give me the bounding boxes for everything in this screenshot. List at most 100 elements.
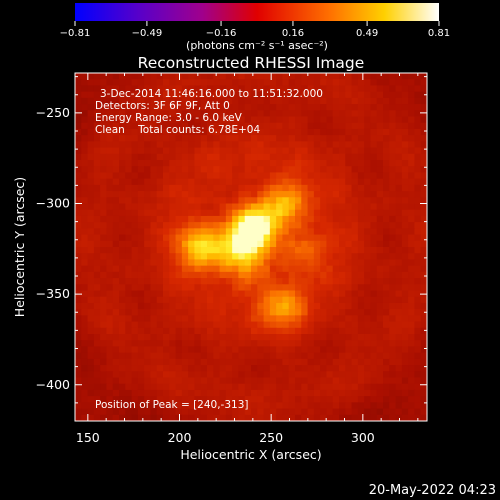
heatmap-cell — [100, 215, 108, 223]
heatmap-cell — [257, 172, 265, 180]
heatmap-cell — [395, 122, 403, 130]
heatmap-cell — [169, 160, 177, 167]
heatmap-cell — [163, 172, 170, 180]
heatmap-cell — [370, 73, 378, 80]
heatmap-cell — [420, 321, 427, 329]
heatmap-cell — [194, 284, 202, 292]
heatmap-cell — [420, 215, 427, 223]
heatmap-cell — [200, 135, 208, 142]
heatmap-cell — [320, 91, 328, 99]
heatmap-cell — [125, 73, 133, 80]
heatmap-cell — [119, 334, 126, 341]
heatmap-cell — [326, 97, 334, 105]
heatmap-cell — [232, 352, 240, 360]
heatmap-cell — [188, 253, 196, 261]
heatmap-cell — [219, 253, 227, 261]
heatmap-cell — [401, 160, 409, 167]
heatmap-cell — [370, 178, 378, 186]
heatmap-cell — [163, 309, 170, 316]
heatmap-cell — [181, 153, 189, 161]
heatmap-cell — [175, 383, 183, 391]
heatmap-cell — [351, 302, 359, 310]
heatmap-cell — [137, 240, 145, 248]
heatmap-cell — [345, 110, 353, 118]
heatmap-cell — [357, 396, 365, 403]
heatmap-cell — [93, 191, 101, 198]
heatmap-cell — [263, 197, 271, 205]
heatmap-cell — [357, 122, 365, 130]
heatmap-cell — [345, 247, 353, 254]
heatmap-cell — [106, 97, 114, 105]
heatmap-cell — [345, 215, 353, 223]
heatmap-cell — [125, 402, 133, 410]
heatmap-cell — [257, 321, 265, 329]
footer-date: 20-May-2022 04:23 — [369, 483, 496, 498]
heatmap-cell — [163, 203, 170, 211]
heatmap-cell — [370, 203, 378, 211]
heatmap-cell — [389, 240, 397, 248]
heatmap-cell — [213, 290, 221, 298]
heatmap-cell — [219, 128, 227, 136]
heatmap-cell — [150, 296, 158, 304]
heatmap-cell — [313, 265, 321, 273]
heatmap-cell — [188, 116, 196, 124]
heatmap-cell — [395, 402, 403, 410]
heatmap-cell — [320, 346, 328, 354]
heatmap-cell — [156, 346, 164, 354]
heatmap-cell — [81, 116, 89, 124]
heatmap-cell — [389, 259, 397, 267]
heatmap-cell — [364, 104, 372, 111]
heatmap-cell — [414, 172, 422, 180]
heatmap-cell — [188, 203, 196, 211]
heatmap-cell — [125, 396, 133, 403]
heatmap-cell — [207, 85, 214, 93]
heatmap-cell — [326, 79, 334, 87]
heatmap-cell — [257, 371, 265, 379]
heatmap-cell — [125, 184, 133, 192]
heatmap-cell — [75, 128, 82, 136]
heatmap-cell — [401, 215, 409, 223]
heatmap-cell — [257, 315, 265, 323]
heatmap-cell — [395, 371, 403, 379]
heatmap-cell — [144, 160, 152, 167]
heatmap-cell — [295, 153, 302, 161]
heatmap-cell — [200, 414, 208, 421]
heatmap-cell — [257, 389, 265, 397]
heatmap-cell — [345, 327, 353, 335]
heatmap-cell — [188, 97, 196, 105]
heatmap-cell — [100, 327, 108, 335]
heatmap-cell — [207, 346, 214, 354]
heatmap-cell — [188, 302, 196, 310]
heatmap-cell — [414, 222, 422, 229]
heatmap-cell — [93, 334, 101, 341]
heatmap-cell — [93, 147, 101, 155]
heatmap-cell — [251, 91, 258, 99]
heatmap-cell — [131, 79, 139, 87]
heatmap-cell — [269, 110, 277, 118]
heatmap-cell — [389, 97, 397, 105]
heatmap-cell — [119, 327, 126, 335]
heatmap-cell — [100, 278, 108, 285]
heatmap-cell — [225, 116, 233, 124]
heatmap-cell — [156, 228, 164, 236]
heatmap-cell — [295, 79, 302, 87]
heatmap-cell — [351, 408, 359, 416]
heatmap-cell — [175, 265, 183, 273]
heatmap-cell — [269, 209, 277, 217]
heatmap-cell — [313, 135, 321, 142]
heatmap-cell — [313, 352, 321, 360]
heatmap-cell — [244, 172, 252, 180]
heatmap-cell — [383, 352, 390, 360]
heatmap-cell — [219, 377, 227, 385]
heatmap-cell — [225, 284, 233, 292]
heatmap-cell — [307, 97, 315, 105]
heatmap-cell — [169, 358, 177, 366]
heatmap-cell — [307, 153, 315, 161]
heatmap-cell — [251, 184, 258, 192]
heatmap-cell — [238, 321, 246, 329]
heatmap-cell — [401, 327, 409, 335]
heatmap-cell — [232, 147, 240, 155]
heatmap-cell — [213, 203, 221, 211]
heatmap-cell — [163, 271, 170, 279]
heatmap-cell — [420, 97, 427, 105]
